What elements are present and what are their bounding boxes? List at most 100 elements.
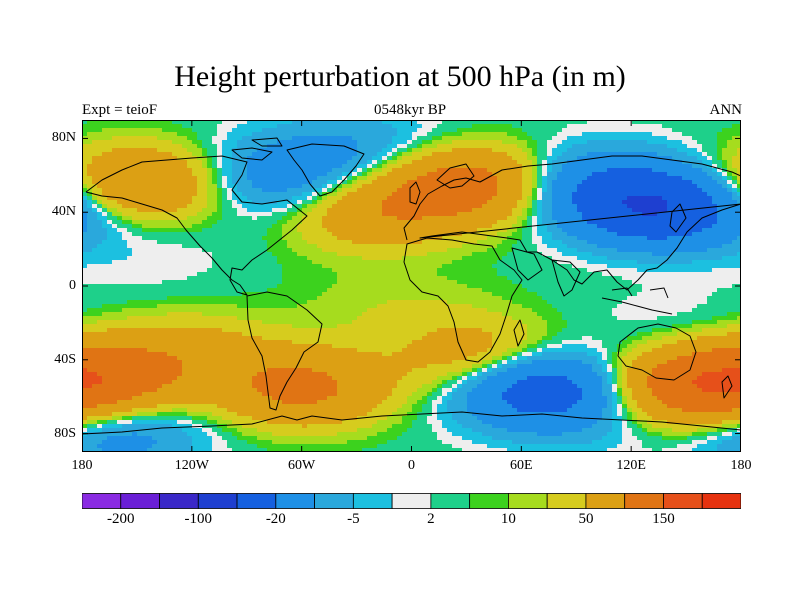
field-cell <box>497 164 503 169</box>
field-cell <box>492 216 498 221</box>
field-cell <box>462 168 468 173</box>
field-cell <box>387 148 393 153</box>
field-cell <box>527 200 533 205</box>
field-cell <box>352 176 358 181</box>
field-cell <box>592 248 598 253</box>
field-cell <box>547 228 553 233</box>
field-cell <box>557 132 563 137</box>
field-cell <box>237 152 243 157</box>
field-cell <box>92 172 98 177</box>
field-cell <box>232 160 238 165</box>
field-cell <box>642 124 648 129</box>
field-cell <box>492 244 498 249</box>
field-cell <box>87 168 93 173</box>
field-cell <box>312 232 318 237</box>
field-cell <box>282 252 288 257</box>
field-cell <box>92 140 98 145</box>
field-cell <box>347 236 353 241</box>
field-cell <box>482 264 488 269</box>
field-cell <box>607 172 613 177</box>
field-cell <box>552 120 558 125</box>
field-cell <box>217 196 223 201</box>
field-cell <box>562 208 568 213</box>
field-cell <box>262 136 268 141</box>
field-cell <box>342 120 348 125</box>
field-cell <box>497 248 503 253</box>
field-cell <box>622 220 628 225</box>
field-cell <box>357 224 363 229</box>
field-cell <box>527 156 533 161</box>
field-cell <box>662 144 668 149</box>
field-cell <box>87 188 93 193</box>
field-cell <box>247 196 253 201</box>
field-cell <box>207 264 213 269</box>
field-cell <box>172 152 178 157</box>
field-cell <box>677 200 683 205</box>
field-cell <box>627 264 633 269</box>
field-cell <box>567 204 573 209</box>
field-cell <box>472 264 478 269</box>
field-cell <box>612 140 618 145</box>
field-cell <box>167 136 173 141</box>
field-cell <box>422 180 428 185</box>
field-cell <box>617 188 623 193</box>
field-cell <box>552 224 558 229</box>
field-cell <box>717 180 723 185</box>
field-cell <box>382 168 388 173</box>
field-cell <box>697 164 703 169</box>
field-cell <box>267 208 273 213</box>
field-cell <box>527 248 533 253</box>
field-cell <box>162 188 168 193</box>
field-cell <box>572 148 578 153</box>
field-cell <box>182 152 188 157</box>
field-cell <box>457 196 463 201</box>
field-cell <box>677 168 683 173</box>
field-cell <box>667 148 673 153</box>
field-cell <box>637 200 643 205</box>
field-cell <box>467 156 473 161</box>
field-cell <box>452 220 458 225</box>
field-cell <box>697 124 703 129</box>
field-cell <box>607 232 613 237</box>
field-cell <box>397 240 403 245</box>
field-cell <box>407 168 413 173</box>
field-cell <box>232 124 238 129</box>
field-cell <box>547 160 553 165</box>
field-cell <box>367 120 373 125</box>
field-cell <box>147 176 153 181</box>
field-cell <box>207 200 213 205</box>
field-cell <box>522 208 528 213</box>
field-cell <box>457 140 463 145</box>
field-cell <box>587 160 593 165</box>
field-cell <box>217 144 223 149</box>
field-cell <box>117 232 123 237</box>
field-cell <box>162 240 168 245</box>
field-cell <box>617 148 623 153</box>
season-label: ANN <box>709 102 743 118</box>
field-cell <box>292 168 298 173</box>
field-cell <box>357 144 363 149</box>
field-cell <box>167 156 173 161</box>
field-cell <box>632 216 638 221</box>
field-cell <box>227 256 233 261</box>
field-cell <box>712 128 718 133</box>
field-cell <box>582 192 588 197</box>
field-cell <box>257 220 263 225</box>
field-cell <box>567 132 573 137</box>
field-cell <box>522 200 528 205</box>
field-cell <box>552 216 558 221</box>
field-cell <box>347 136 353 141</box>
field-cell <box>577 256 583 261</box>
field-cell <box>442 240 448 245</box>
field-cell <box>542 208 548 213</box>
field-cell <box>532 252 538 257</box>
field-cell <box>332 208 338 213</box>
field-cell <box>577 220 583 225</box>
field-cell <box>487 176 493 181</box>
field-cell <box>97 164 103 169</box>
field-cell <box>117 224 123 229</box>
field-cell <box>602 192 608 197</box>
field-cell <box>572 128 578 133</box>
field-cell <box>147 160 153 165</box>
field-cell <box>447 268 453 273</box>
